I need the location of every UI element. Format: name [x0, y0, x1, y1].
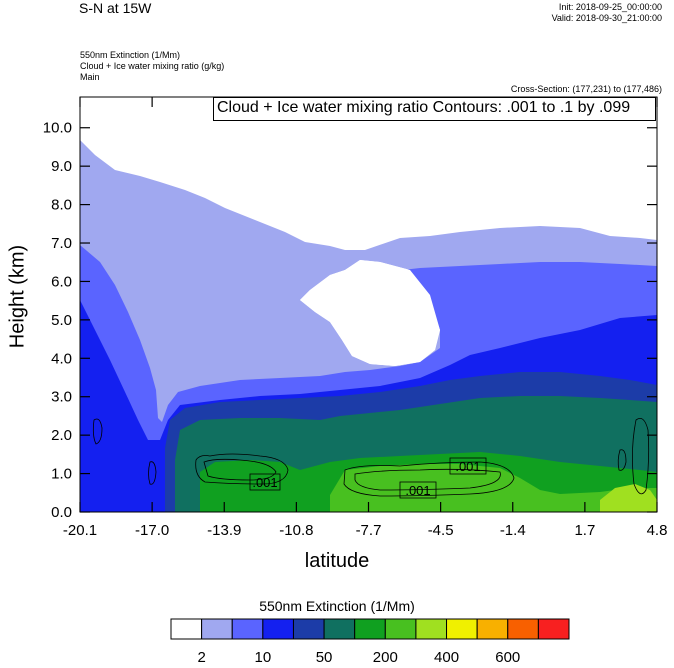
colorbar-swatch — [537, 618, 570, 640]
y-tick-label: 8.0 — [51, 197, 72, 214]
contour-label: .001 — [455, 459, 480, 474]
fill-lime — [330, 464, 657, 512]
y-tick-label: 2.0 — [51, 427, 72, 444]
colorbar-swatch — [415, 618, 448, 640]
contour-label: .001 — [405, 483, 430, 498]
colorbar-label: 2 — [197, 649, 205, 666]
y-tick-label: 3.0 — [51, 389, 72, 406]
y-tick-label: 6.0 — [51, 273, 72, 290]
extinction-field — [80, 97, 657, 512]
colorbar-label: 50 — [316, 649, 333, 666]
x-tick-label: -4.5 — [428, 522, 454, 539]
x-tick-label: 4.8 — [647, 522, 668, 539]
contour-legend-text: Cloud + Ice water mixing ratio Contours:… — [217, 99, 631, 116]
x-tick-label: -7.7 — [356, 522, 382, 539]
contour-label-box — [399, 481, 437, 499]
colorbar-title: 550nm Extinction (1/Mm) — [259, 598, 415, 614]
x-axis-label: latitude — [304, 550, 370, 572]
colorbar-swatch — [354, 618, 386, 640]
y-tick-label: 5.0 — [51, 312, 72, 329]
legend-box — [213, 97, 656, 121]
x-tick-label: -1.4 — [500, 522, 526, 539]
colorbar: 2 10 50 200 400 600 — [170, 618, 570, 666]
fill-white-pocket-2 — [300, 260, 440, 366]
y-tick-label: 0.0 — [51, 504, 72, 521]
contour-label-box — [449, 457, 487, 475]
colorbar-swatch — [507, 618, 539, 640]
x-tick-label: 1.7 — [574, 522, 595, 539]
contour-label-box — [249, 473, 281, 491]
colorbar-swatch — [231, 618, 264, 640]
y-axis: 0.0 1.0 2.0 3.0 4.0 5.0 6.0 7.0 8.0 9.0 10.0 — [43, 120, 657, 521]
x-tick-label: -17.0 — [135, 522, 169, 539]
field-line-1: 550nm Extinction (1/Mm) — [80, 50, 181, 60]
colorbar-swatch — [476, 618, 509, 640]
colorbar-swatch — [170, 618, 203, 640]
init-time: Init: 2018-09-25_00:00:00 — [558, 2, 662, 12]
y-tick-label: 1.0 — [51, 466, 72, 483]
valid-time: Valid: 2018-09-30_21:00:00 — [551, 13, 662, 23]
field-line-3: Main — [80, 72, 100, 82]
plot-title: S-N at 15W — [79, 0, 152, 16]
cloud-contours — [92, 417, 650, 497]
colorbar-swatch — [292, 618, 325, 640]
y-tick-label: 4.0 — [51, 350, 72, 367]
colorbar-label: 200 — [373, 649, 398, 666]
fill-yellow-green — [600, 484, 657, 512]
cross-section-label: Cross-Section: (177,231) to (177,486) — [510, 84, 662, 94]
x-tick-label: -20.1 — [63, 522, 97, 539]
colorbar-label: 400 — [434, 649, 459, 666]
y-axis-label: Height (km) — [6, 244, 29, 349]
y-tick-label: 7.0 — [51, 235, 72, 252]
colorbar-swatch — [323, 618, 356, 640]
y-tick-label: 10.0 — [43, 120, 72, 137]
x-axis: -20.1 -17.0 -13.9 -10.8 -7.7 -4.5 -1.4 1.7 4.8 — [63, 97, 668, 539]
colorbar-swatch — [446, 618, 478, 640]
colorbar-swatch — [262, 618, 294, 640]
y-tick-label: 9.0 — [51, 158, 72, 175]
contour-labels: .001 .001 .001 — [249, 457, 487, 499]
colorbar-swatch — [384, 618, 417, 640]
x-tick-label: -10.8 — [279, 522, 313, 539]
x-tick-label: -13.9 — [207, 522, 241, 539]
contour-label: .001 — [252, 475, 277, 490]
colorbar-swatch — [201, 618, 233, 640]
field-line-2: Cloud + Ice water mixing ratio (g/kg) — [80, 61, 225, 71]
colorbar-label: 600 — [495, 649, 520, 666]
colorbar-label: 10 — [255, 649, 272, 666]
